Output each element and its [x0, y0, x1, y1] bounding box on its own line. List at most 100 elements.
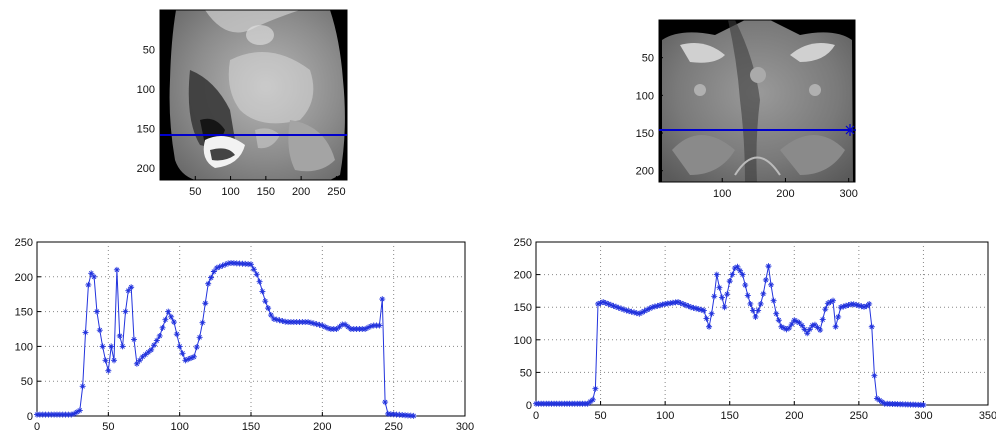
data-point-marker — [716, 284, 723, 291]
data-point-marker — [731, 265, 738, 272]
x-tick-label: 100 — [713, 188, 731, 200]
data-point-marker — [677, 300, 684, 307]
data-point-marker — [618, 305, 625, 312]
data-point-marker — [680, 301, 687, 308]
data-point-marker — [649, 304, 656, 311]
data-point-marker — [866, 300, 873, 307]
data-point-marker — [742, 282, 749, 289]
data-point-marker — [806, 326, 813, 333]
data-point-marker — [142, 351, 149, 358]
data-point-marker — [809, 322, 816, 329]
data-point-marker — [336, 323, 343, 330]
y-tick-label: 50 — [21, 376, 33, 388]
data-point-marker — [827, 298, 834, 305]
data-point-marker — [82, 329, 89, 336]
data-point-marker — [734, 263, 741, 270]
x-tick-label: 200 — [292, 186, 310, 198]
data-point-marker — [248, 261, 254, 268]
data-point-marker — [119, 343, 126, 350]
data-point-marker — [79, 383, 86, 390]
data-point-marker — [747, 300, 754, 307]
data-point-marker — [88, 270, 95, 277]
data-point-marker — [250, 266, 257, 273]
data-point-marker — [641, 308, 648, 315]
y-tick-label: 150 — [514, 302, 532, 314]
y-tick-label: 150 — [636, 128, 654, 140]
data-point-marker — [739, 271, 746, 278]
y-tick-label: 200 — [636, 166, 654, 178]
data-point-marker — [744, 292, 751, 299]
data-point-marker — [861, 303, 868, 310]
x-tick-label: 300 — [914, 410, 932, 422]
data-point-marker — [842, 302, 849, 309]
data-point-marker — [755, 307, 762, 314]
data-point-marker — [814, 324, 821, 331]
data-point-marker — [830, 297, 837, 304]
data-point-marker — [600, 298, 607, 305]
data-point-marker — [133, 360, 140, 367]
x-tick-label: 200 — [776, 188, 794, 200]
data-point-marker — [700, 307, 707, 314]
data-point-marker — [592, 385, 599, 392]
y-tick-label: 150 — [15, 307, 33, 319]
data-point-marker — [765, 263, 772, 270]
data-point-marker — [196, 334, 203, 341]
data-point-marker — [706, 323, 713, 330]
data-point-marker — [633, 310, 640, 317]
data-point-marker — [176, 343, 183, 350]
data-point-marker — [182, 357, 189, 364]
data-point-marker — [136, 357, 143, 364]
x-tick-label: 0 — [533, 410, 539, 422]
y-tick-label: 0 — [27, 411, 33, 423]
data-point-marker — [853, 301, 860, 308]
data-point-marker — [125, 287, 132, 294]
data-point-marker — [850, 301, 857, 308]
data-point-marker — [737, 267, 744, 274]
data-point-marker — [778, 323, 785, 330]
data-point-marker — [793, 318, 800, 325]
data-point-marker — [780, 325, 787, 332]
x-tick-label: 300 — [839, 188, 857, 200]
x-tick-label: 150 — [257, 186, 275, 198]
data-point-marker — [801, 326, 808, 333]
data-point-marker — [775, 317, 782, 324]
data-point-marker — [876, 397, 883, 404]
data-point-marker — [168, 313, 175, 320]
data-point-marker — [162, 316, 169, 323]
data-point-marker — [85, 281, 92, 288]
data-point-marker — [225, 260, 232, 267]
data-point-marker — [307, 319, 314, 326]
y-tick-label: 100 — [636, 90, 654, 102]
data-point-marker — [165, 308, 172, 315]
data-point-marker — [96, 327, 103, 334]
x-tick-label: 150 — [242, 421, 260, 433]
data-point-marker — [199, 319, 206, 326]
data-point-marker — [636, 310, 643, 317]
data-point-marker — [646, 305, 653, 312]
data-point-marker — [322, 323, 329, 330]
data-point-marker — [333, 326, 340, 332]
data-point-marker — [615, 304, 622, 311]
data-point-marker — [760, 290, 767, 297]
data-point-marker — [122, 308, 129, 315]
data-point-marker — [819, 316, 826, 323]
data-point-marker — [105, 367, 112, 374]
data-point-marker — [113, 266, 120, 273]
data-point-marker — [159, 324, 166, 331]
data-point-marker — [703, 315, 710, 322]
data-point-marker — [788, 321, 795, 328]
data-point-marker — [185, 356, 192, 363]
data-point-marker — [589, 396, 596, 403]
data-point-marker — [685, 303, 692, 310]
data-point-marker — [345, 323, 352, 330]
x-tick-label: 100 — [221, 186, 239, 198]
x-tick-label: 100 — [656, 410, 674, 422]
data-point-marker — [587, 398, 594, 405]
data-point-marker — [811, 321, 818, 328]
data-point-marker — [654, 302, 661, 309]
data-point-marker — [584, 400, 591, 407]
data-point-marker — [837, 304, 844, 311]
data-point-marker — [824, 300, 831, 307]
data-point-marker — [253, 271, 260, 278]
data-point-marker — [325, 325, 332, 332]
